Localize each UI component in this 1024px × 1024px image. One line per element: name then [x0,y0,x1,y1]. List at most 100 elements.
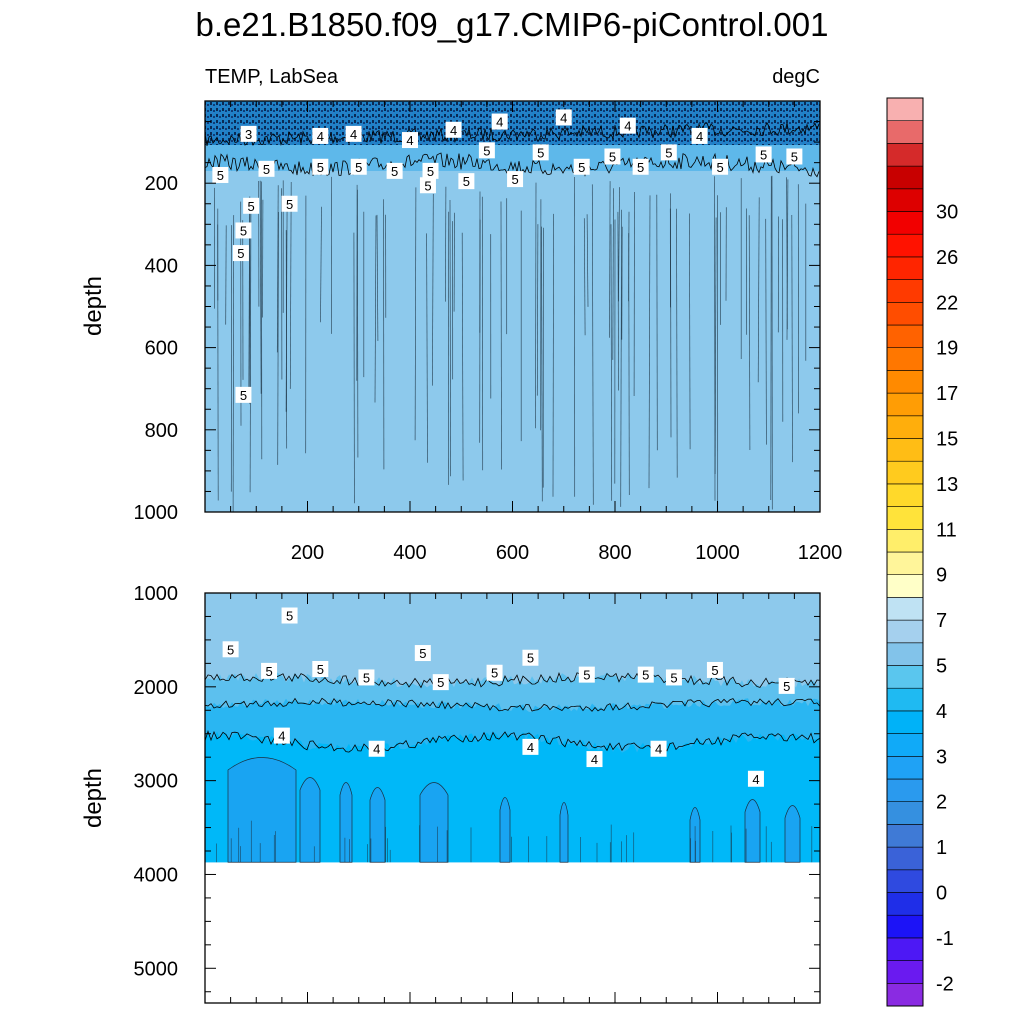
contour-streak [248,213,250,396]
contour-label-box [358,669,375,686]
contour-label-text: 4 [350,127,357,142]
contour-label-text: 5 [760,147,767,162]
contour-label-box [619,117,636,134]
contour-label-text: 5 [437,675,444,690]
colorbar-frame [886,97,924,1007]
contour-label-box [478,142,495,159]
contour-label: 4 [273,727,290,744]
contour-label-box [706,661,723,678]
y-tick-label: 5000 [134,958,179,980]
contour-streak [232,215,235,512]
colorbar-box [886,392,924,417]
colorbar-label: 22 [936,292,958,314]
colorbar-label: 9 [936,565,947,587]
contour-label: 4 [402,132,418,149]
contour-label: 5 [522,649,539,666]
contour-label-box [555,109,572,126]
contour-label-text: 4 [527,740,534,755]
contour-label: 4 [747,770,764,787]
deep-pocket [744,799,761,863]
contour-label-text: 5 [286,197,293,212]
contour-streak [277,211,279,465]
contour-label-box [712,158,729,175]
contour-label-text: 3 [245,127,252,142]
colorbar-label: 26 [936,247,958,269]
colorbar-label: 15 [936,429,958,451]
contour-label: 5 [706,661,723,678]
contour-label-text: 5 [583,668,590,683]
colorbar-box [886,687,924,712]
contour-label-text: 5 [483,143,490,158]
lower-contour-4 [205,730,820,753]
colorbar-label: 7 [936,610,947,632]
contour-label: 5 [235,386,252,403]
colorbar-box [886,415,924,439]
colorbar-box [886,619,924,644]
contour-label-box [235,222,252,239]
contour-label: 5 [458,173,475,190]
contour-label: 5 [637,666,654,683]
contour-label-box [778,677,795,694]
colorbar-box [886,120,924,144]
contour-label: 5 [486,664,503,681]
y-tick-label: 2000 [134,677,179,699]
colorbar-box [886,778,924,803]
colorbar-box [886,188,924,212]
colorbar-label: 17 [936,383,958,405]
contour-label-box [432,674,449,691]
contour-label: 5 [232,245,249,262]
contour-label: 5 [312,158,329,175]
contour-label-text: 5 [240,388,247,403]
contour-streak [757,197,760,383]
contour-label-text: 5 [711,663,718,678]
contour-label-text: 5 [391,164,398,179]
contour-label: 5 [212,166,229,183]
contour-label-box [507,171,524,188]
contour-label: 3 [240,125,257,142]
colorbar-label: 5 [936,656,947,678]
contour-label-text: 5 [491,666,498,681]
x-tick-label: 800 [598,542,631,564]
contour-label-text: 5 [217,168,224,183]
contour-label-text: 5 [286,609,293,624]
contour-label-box [522,738,539,755]
colorbar-box [886,211,924,235]
contour-streak [536,224,539,396]
contour-streak [617,211,619,391]
colorbar-box [886,755,924,780]
colorbar-label: -1 [936,928,954,950]
y-tick-label: 1000 [134,502,179,524]
colorbar-box [886,914,924,939]
colorbar: -2 -1 0 1 2 3 4 5 7 9 11 13 15 17 19 22 26 30 [886,97,958,1007]
contour-label: 4 [491,113,508,130]
contour-label: 4 [650,740,667,757]
colorbar-box [886,869,924,893]
colorbar-label: 19 [936,338,958,360]
colorbar-box [886,665,924,689]
contour-label: 5 [414,645,431,662]
contour-streak [289,181,292,389]
contour-label-box [786,148,803,165]
colorbar-box [886,97,924,122]
contour-label: 5 [573,158,590,175]
colorbar-label: 11 [936,519,957,541]
contour-label-text: 4 [373,742,380,757]
contour-label: 5 [507,171,524,188]
lower-ylabel: depth [80,768,107,828]
lower-fill-4 [205,731,820,863]
contour-label-text: 5 [317,662,324,677]
contour-label: 5 [660,144,677,161]
contour-label: 5 [478,142,495,159]
contour-label-text: 5 [248,199,255,214]
contour-label-box [691,127,708,144]
contour-streak [376,214,379,341]
contour-label: 5 [578,666,595,683]
deep-pocket [784,805,801,863]
contour-label-text: 4 [560,110,567,125]
contour-label-text: 4 [655,742,662,757]
y-tick-label: 1000 [134,583,179,605]
contour-label-box [312,158,329,175]
x-tick-label: 200 [291,542,324,564]
